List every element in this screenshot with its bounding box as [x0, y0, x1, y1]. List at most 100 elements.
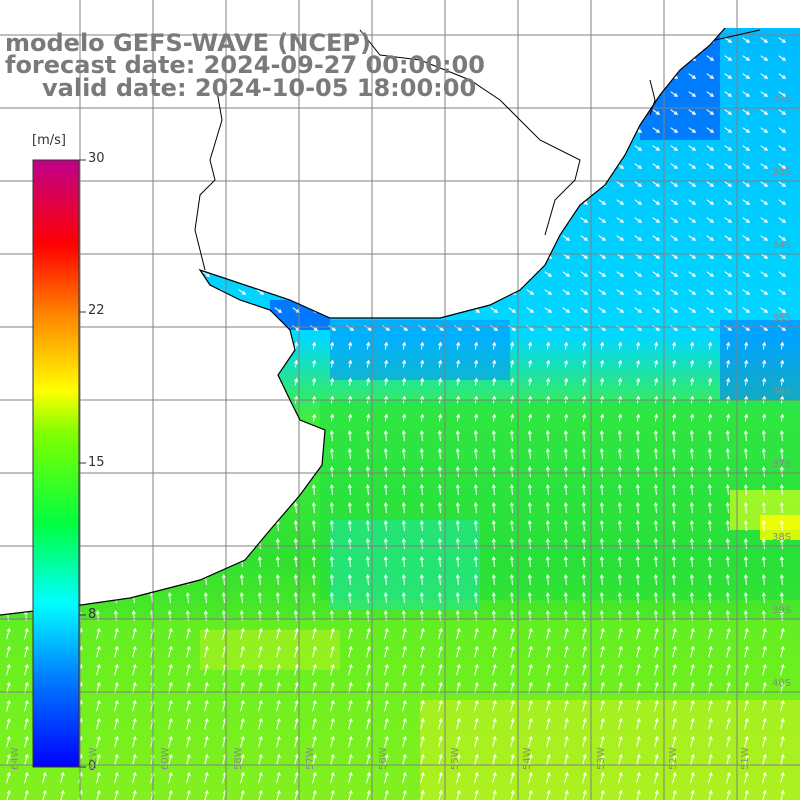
wind-arrow [365, 429, 370, 442]
wind-arrow [726, 699, 731, 712]
wind-arrow [186, 663, 191, 676]
wind-arrow [726, 359, 731, 368]
wind-arrow [456, 359, 461, 368]
wind-arrow [185, 591, 190, 604]
wind-arrow [780, 645, 785, 658]
wind-arrow [762, 359, 767, 368]
wind-arrow [635, 429, 640, 442]
wind-arrow [276, 753, 281, 766]
wind-arrow [384, 753, 389, 766]
wind-arrow [168, 753, 173, 766]
wind-arrow [760, 271, 769, 277]
wind-arrow [492, 717, 497, 730]
wind-arrow [726, 753, 731, 766]
wind-arrow [365, 591, 370, 604]
wind-arrow [618, 341, 623, 350]
wind-arrow [743, 429, 748, 442]
wind-arrow [654, 359, 659, 368]
wind-arrow [203, 591, 208, 604]
wind-arrow [564, 717, 569, 730]
wind-arrow [420, 627, 425, 640]
wind-arrow [779, 483, 784, 496]
wind-arrow [636, 627, 641, 640]
wind-arrow [455, 519, 460, 532]
wind-arrow [563, 519, 568, 532]
wind-arrow [456, 717, 461, 730]
wind-arrow [6, 627, 11, 640]
wind-arrow [670, 217, 679, 223]
wind-arrow [492, 753, 497, 766]
wind-arrow [778, 91, 787, 97]
wind-arrow [510, 341, 515, 350]
wind-arrow [455, 501, 460, 514]
wind-arrow [564, 413, 569, 422]
wind-arrow [491, 537, 496, 550]
wind-arrow [347, 519, 352, 532]
wind-arrow [348, 717, 353, 730]
wind-arrow [652, 325, 661, 331]
wind-arrow [492, 735, 497, 748]
wind-arrow [636, 753, 641, 766]
wind-arrow [509, 537, 514, 550]
wind-arrow [581, 537, 586, 550]
wind-arrow [743, 501, 748, 514]
wind-arrow [294, 627, 299, 640]
wind-arrow [706, 127, 715, 133]
wind-arrow [510, 717, 515, 730]
wind-arrow [778, 37, 787, 43]
wind-arrow [582, 359, 587, 368]
wind-arrow [438, 717, 443, 730]
wind-arrow [24, 717, 29, 730]
wind-arrow [348, 645, 353, 658]
wind-arrow [724, 271, 733, 277]
wind-arrow [329, 537, 334, 550]
wind-arrow [312, 377, 317, 386]
wind-arrow [616, 181, 625, 187]
wind-arrow [617, 591, 622, 604]
title-forecast-date: forecast date: 2024-09-27 00:00:00 [5, 51, 485, 79]
wind-arrow [724, 163, 733, 169]
colorbar-tick-30: 30 [88, 151, 105, 166]
wind-arrow [652, 109, 661, 115]
wind-arrow [634, 145, 643, 151]
wind-arrow [312, 663, 317, 676]
wind-arrow [744, 753, 749, 766]
wind-arrow [401, 555, 406, 568]
wind-arrow [762, 753, 767, 766]
wind-arrow [742, 73, 751, 79]
wind-arrow [761, 555, 766, 568]
wind-arrow [779, 591, 784, 604]
wind-arrow [546, 753, 551, 766]
wind-arrow [526, 289, 535, 295]
wind-arrow [329, 519, 334, 532]
wind-arrow [672, 699, 677, 712]
wind-arrow [778, 217, 787, 223]
wind-arrow [204, 645, 209, 658]
wind-arrow [708, 699, 713, 712]
wind-arrow [347, 483, 352, 496]
wind-arrow [725, 501, 730, 514]
wind-arrow [186, 735, 191, 748]
wind-arrow [706, 73, 715, 79]
wind-arrow [744, 663, 749, 676]
wind-arrow [600, 735, 605, 748]
wind-arrow [778, 55, 787, 61]
wind-arrow [582, 341, 587, 350]
wind-arrow [599, 483, 604, 496]
wind-arrow [599, 555, 604, 568]
wind-arrow [672, 341, 677, 350]
wind-arrow [708, 359, 713, 368]
wind-arrow [760, 109, 769, 115]
wind-arrow [598, 217, 607, 223]
wind-arrow [383, 501, 388, 514]
wind-arrow [239, 591, 244, 604]
wind-arrow [672, 771, 677, 784]
wind-arrow [312, 413, 317, 422]
lon-tick: 56W [378, 747, 389, 770]
wind-arrow [617, 447, 622, 460]
wind-arrow [708, 341, 713, 350]
coastline [0, 27, 726, 616]
wind-arrow [419, 447, 424, 460]
wind-arrow [600, 771, 605, 784]
wind-arrow [636, 413, 641, 422]
